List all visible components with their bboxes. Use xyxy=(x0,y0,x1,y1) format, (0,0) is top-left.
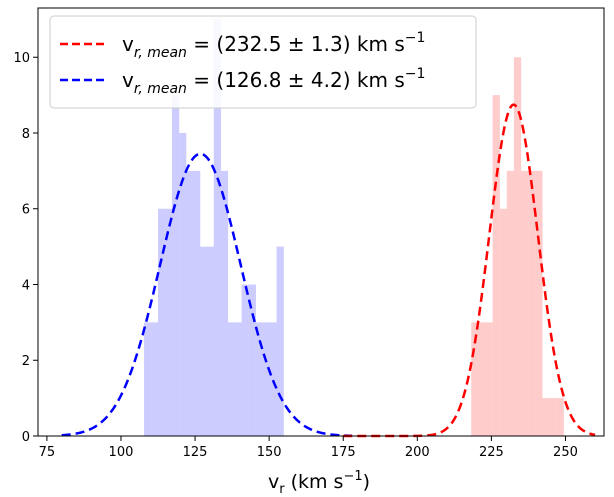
histogram-bar xyxy=(269,322,277,436)
gaussian-fit-line xyxy=(343,103,596,438)
gaussian-fit-curves xyxy=(61,103,596,438)
y-tick-label: 2 xyxy=(22,354,30,369)
plot-frame xyxy=(37,7,605,437)
histogram-bar xyxy=(521,170,529,437)
histogram-bar xyxy=(192,170,201,437)
histogram-bar xyxy=(506,170,515,437)
histogram-bar xyxy=(492,95,500,436)
histogram-bar xyxy=(549,398,557,436)
x-tick-label: 200 xyxy=(405,445,430,460)
histogram-bar xyxy=(241,284,249,436)
histogram-bar xyxy=(234,322,243,436)
histogram-bar xyxy=(179,132,187,436)
histogram-bar xyxy=(151,322,159,436)
y-tick-label: 6 xyxy=(22,203,30,218)
histogram-bar xyxy=(206,246,215,436)
histogram-bar xyxy=(276,246,284,436)
histogram-bar xyxy=(542,398,550,436)
histogram-bar xyxy=(248,284,256,436)
legend-entry-red: vr, mean = (232.5 ± 1.3) km s−1 xyxy=(122,30,425,61)
histogram-bar xyxy=(478,322,486,436)
histogram-bar xyxy=(220,170,229,437)
histogram-bar xyxy=(158,208,166,436)
histogram-bar xyxy=(471,322,479,436)
x-tick-label: 225 xyxy=(479,445,504,460)
histogram-bars xyxy=(144,19,564,437)
y-tick-label: 0 xyxy=(22,430,30,445)
histogram-bar xyxy=(556,398,564,436)
legend-entry-blue: vr, mean = (126.8 ± 4.2) km s−1 xyxy=(122,66,425,97)
x-tick-label: 250 xyxy=(553,445,578,460)
legend-box xyxy=(49,15,477,109)
gaussian-fit-line xyxy=(61,152,353,438)
histogram-bar xyxy=(185,170,194,437)
x-axis-label: vr (km s−1) xyxy=(268,469,370,497)
y-tick-label: 10 xyxy=(13,51,30,66)
x-tick-label: 150 xyxy=(257,445,282,460)
legend: vr, mean = (232.5 ± 1.3) km s−1 vr, mean… xyxy=(49,15,477,109)
histogram-bar xyxy=(535,170,543,437)
y-tick-label: 8 xyxy=(22,127,30,142)
histogram-bar xyxy=(171,95,180,436)
histogram-bar xyxy=(262,322,270,436)
histogram-bar xyxy=(227,322,235,436)
histogram-bar xyxy=(213,19,221,437)
histogram-bar xyxy=(485,322,493,436)
histogram-bar xyxy=(528,170,536,437)
y-axis-ticks: 0 2 4 6 8 10 xyxy=(13,51,38,445)
histogram-bar xyxy=(499,208,507,436)
histogram-bar xyxy=(513,57,522,436)
histogram-bar xyxy=(255,322,263,436)
histogram-bar xyxy=(199,246,208,436)
x-tick-label: 125 xyxy=(183,445,208,460)
histogram-bar xyxy=(144,322,152,436)
x-tick-label: 100 xyxy=(109,445,134,460)
x-axis-ticks: 75 100 125 150 175 200 225 250 xyxy=(39,436,578,460)
x-tick-label: 75 xyxy=(39,445,56,460)
x-tick-label: 175 xyxy=(331,445,356,460)
histogram-bar xyxy=(165,208,173,436)
y-tick-label: 4 xyxy=(22,278,30,293)
